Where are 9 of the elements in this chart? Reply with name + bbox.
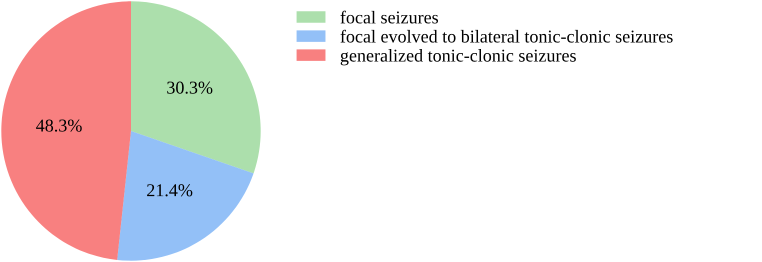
data-label: 30.3% (167, 82, 212, 94)
legend-label: focal evolved to bilateral tonic-clonic seizures (340, 30, 673, 43)
data-label: 21.4% (147, 184, 192, 196)
legend-label: generalized tonic-clonic seizures (340, 49, 576, 66)
pie-slice (1, 1, 131, 260)
legend-label: focal seizures (340, 10, 438, 24)
data-label: 48.3% (36, 119, 82, 132)
pie-slice (117, 131, 254, 261)
pie-slice (131, 1, 261, 174)
